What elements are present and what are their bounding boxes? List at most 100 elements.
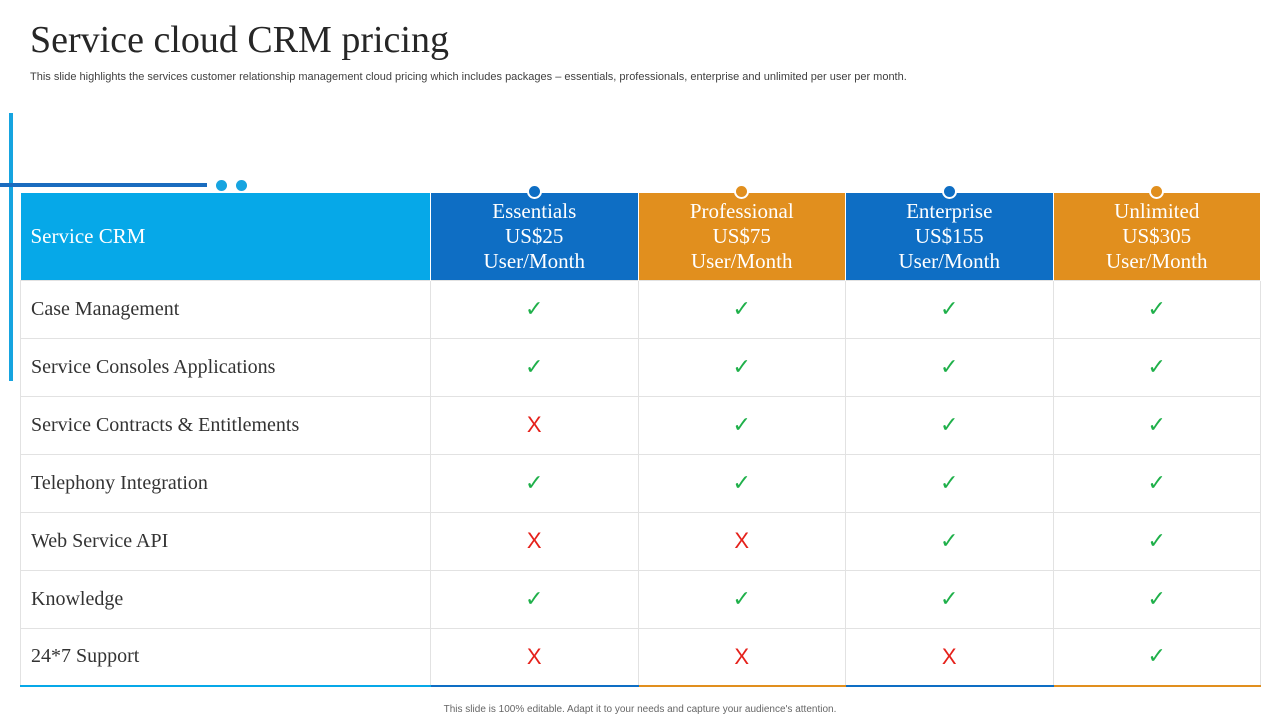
- availability-cell: ✓: [430, 337, 639, 397]
- checkmark-icon: ✓: [940, 354, 959, 380]
- plan-name: Unlimited: [1114, 198, 1200, 223]
- plan-header-essentials: Essentials US$25 User/Month: [430, 184, 639, 280]
- checkmark-icon: ✓: [732, 354, 751, 380]
- checkmark-icon: ✓: [1147, 412, 1166, 438]
- table-row: 24*7 Support X X X ✓: [20, 627, 1261, 687]
- checkmark-icon: ✓: [525, 586, 544, 612]
- plan-unit: User/Month: [691, 248, 793, 273]
- cross-icon: X: [526, 643, 542, 669]
- plan-marker-dot: [941, 184, 957, 199]
- availability-cell: X: [845, 627, 1054, 687]
- availability-cell: X: [430, 511, 639, 571]
- checkmark-icon: ✓: [940, 528, 959, 554]
- table-row: Case Management ✓ ✓ ✓ ✓: [20, 279, 1261, 339]
- feature-name: Telephony Integration: [20, 453, 431, 513]
- plan-header-professional: Professional US$75 User/Month: [638, 184, 846, 280]
- checkmark-icon: ✓: [1147, 470, 1166, 496]
- checkmark-icon: ✓: [1147, 296, 1166, 322]
- plan-marker-dot: [734, 184, 750, 199]
- decorative-vertical-line: [9, 113, 13, 381]
- availability-cell: ✓: [845, 395, 1054, 455]
- cross-icon: X: [526, 412, 542, 437]
- feature-name: 24*7 Support: [20, 627, 431, 687]
- feature-name: Web Service API: [20, 511, 431, 571]
- checkmark-icon: ✓: [1147, 528, 1166, 554]
- checkmark-icon: ✓: [732, 412, 751, 438]
- cross-icon: X: [526, 528, 542, 553]
- decorative-dot: [216, 180, 227, 191]
- table-row: Telephony Integration ✓ ✓ ✓ ✓: [20, 453, 1261, 513]
- availability-cell: ✓: [430, 453, 639, 513]
- availability-cell: ✓: [1052, 279, 1261, 339]
- decorative-horizontal-line: [0, 183, 207, 187]
- availability-cell: ✓: [845, 337, 1054, 397]
- table-row: Web Service API X X ✓ ✓: [20, 511, 1261, 571]
- plan-marker-dot: [526, 184, 542, 199]
- slide-title: Service cloud CRM pricing: [30, 19, 449, 61]
- availability-cell: ✓: [1052, 337, 1261, 397]
- checkmark-icon: ✓: [940, 296, 959, 322]
- decorative-dot: [236, 180, 247, 191]
- plan-marker-dot: [1149, 184, 1165, 199]
- feature-name: Service Consoles Applications: [20, 337, 431, 397]
- feature-column-header: Service CRM: [20, 193, 431, 280]
- availability-cell: ✓: [845, 511, 1054, 571]
- checkmark-icon: ✓: [940, 412, 959, 438]
- availability-cell: ✓: [430, 569, 639, 629]
- plan-header-enterprise: Enterprise US$155 User/Month: [845, 184, 1054, 280]
- checkmark-icon: ✓: [525, 470, 544, 496]
- checkmark-icon: ✓: [732, 470, 751, 496]
- checkmark-icon: ✓: [1147, 586, 1166, 612]
- availability-cell: ✓: [637, 279, 846, 339]
- plan-price: US$25: [505, 223, 564, 248]
- plan-name: Professional: [689, 198, 794, 223]
- availability-cell: ✓: [1052, 511, 1261, 571]
- slide-footer: This slide is 100% editable. Adapt it to…: [443, 704, 837, 715]
- slide-subtitle: This slide highlights the services custo…: [30, 71, 907, 83]
- availability-cell: ✓: [637, 453, 846, 513]
- plan-header-unlimited: Unlimited US$305 User/Month: [1053, 184, 1261, 280]
- pricing-header-row: Service CRM Essentials US$25 User/Month Pro…: [20, 184, 1261, 280]
- availability-cell: ✓: [845, 279, 1054, 339]
- availability-cell: ✓: [845, 453, 1054, 513]
- plan-name: Essentials: [492, 198, 577, 223]
- availability-cell: ✓: [1052, 453, 1261, 513]
- checkmark-icon: ✓: [940, 470, 959, 496]
- availability-cell: ✓: [637, 337, 846, 397]
- table-row: Knowledge ✓ ✓ ✓ ✓: [20, 569, 1261, 629]
- plan-unit: User/Month: [898, 248, 1001, 273]
- availability-cell: ✓: [1052, 627, 1261, 687]
- availability-cell: X: [430, 395, 639, 455]
- checkmark-icon: ✓: [525, 354, 544, 380]
- table-row: Service Consoles Applications ✓ ✓ ✓ ✓: [20, 337, 1261, 397]
- plan-name: Enterprise: [906, 198, 993, 223]
- table-row: Service Contracts & Entitlements X ✓ ✓ ✓: [20, 395, 1261, 455]
- checkmark-icon: ✓: [732, 586, 751, 612]
- checkmark-icon: ✓: [1147, 354, 1166, 380]
- cross-icon: X: [734, 528, 750, 553]
- checkmark-icon: ✓: [1147, 644, 1166, 670]
- availability-cell: ✓: [430, 279, 639, 339]
- availability-cell: X: [637, 511, 846, 571]
- checkmark-icon: ✓: [525, 296, 544, 322]
- checkmark-icon: ✓: [732, 296, 751, 322]
- plan-price: US$305: [1122, 223, 1192, 248]
- plan-price: US$75: [712, 223, 771, 248]
- availability-cell: ✓: [1052, 569, 1261, 629]
- plan-unit: User/Month: [1106, 248, 1208, 273]
- feature-name: Knowledge: [20, 569, 431, 629]
- availability-cell: ✓: [1052, 395, 1261, 455]
- feature-name: Service Contracts & Entitlements: [20, 395, 431, 455]
- pricing-table: Service CRM Essentials US$25 User/Month Pro…: [20, 184, 1261, 687]
- plan-unit: User/Month: [483, 248, 586, 273]
- cross-icon: X: [941, 643, 957, 669]
- pricing-table-body: Case Management ✓ ✓ ✓ ✓ Service Consoles Appl…: [20, 279, 1261, 687]
- availability-cell: X: [637, 627, 846, 687]
- availability-cell: ✓: [637, 569, 846, 629]
- plan-price: US$155: [914, 223, 984, 248]
- feature-name: Case Management: [20, 279, 431, 339]
- checkmark-icon: ✓: [940, 586, 959, 612]
- availability-cell: ✓: [845, 569, 1054, 629]
- cross-icon: X: [734, 643, 750, 669]
- availability-cell: ✓: [637, 395, 846, 455]
